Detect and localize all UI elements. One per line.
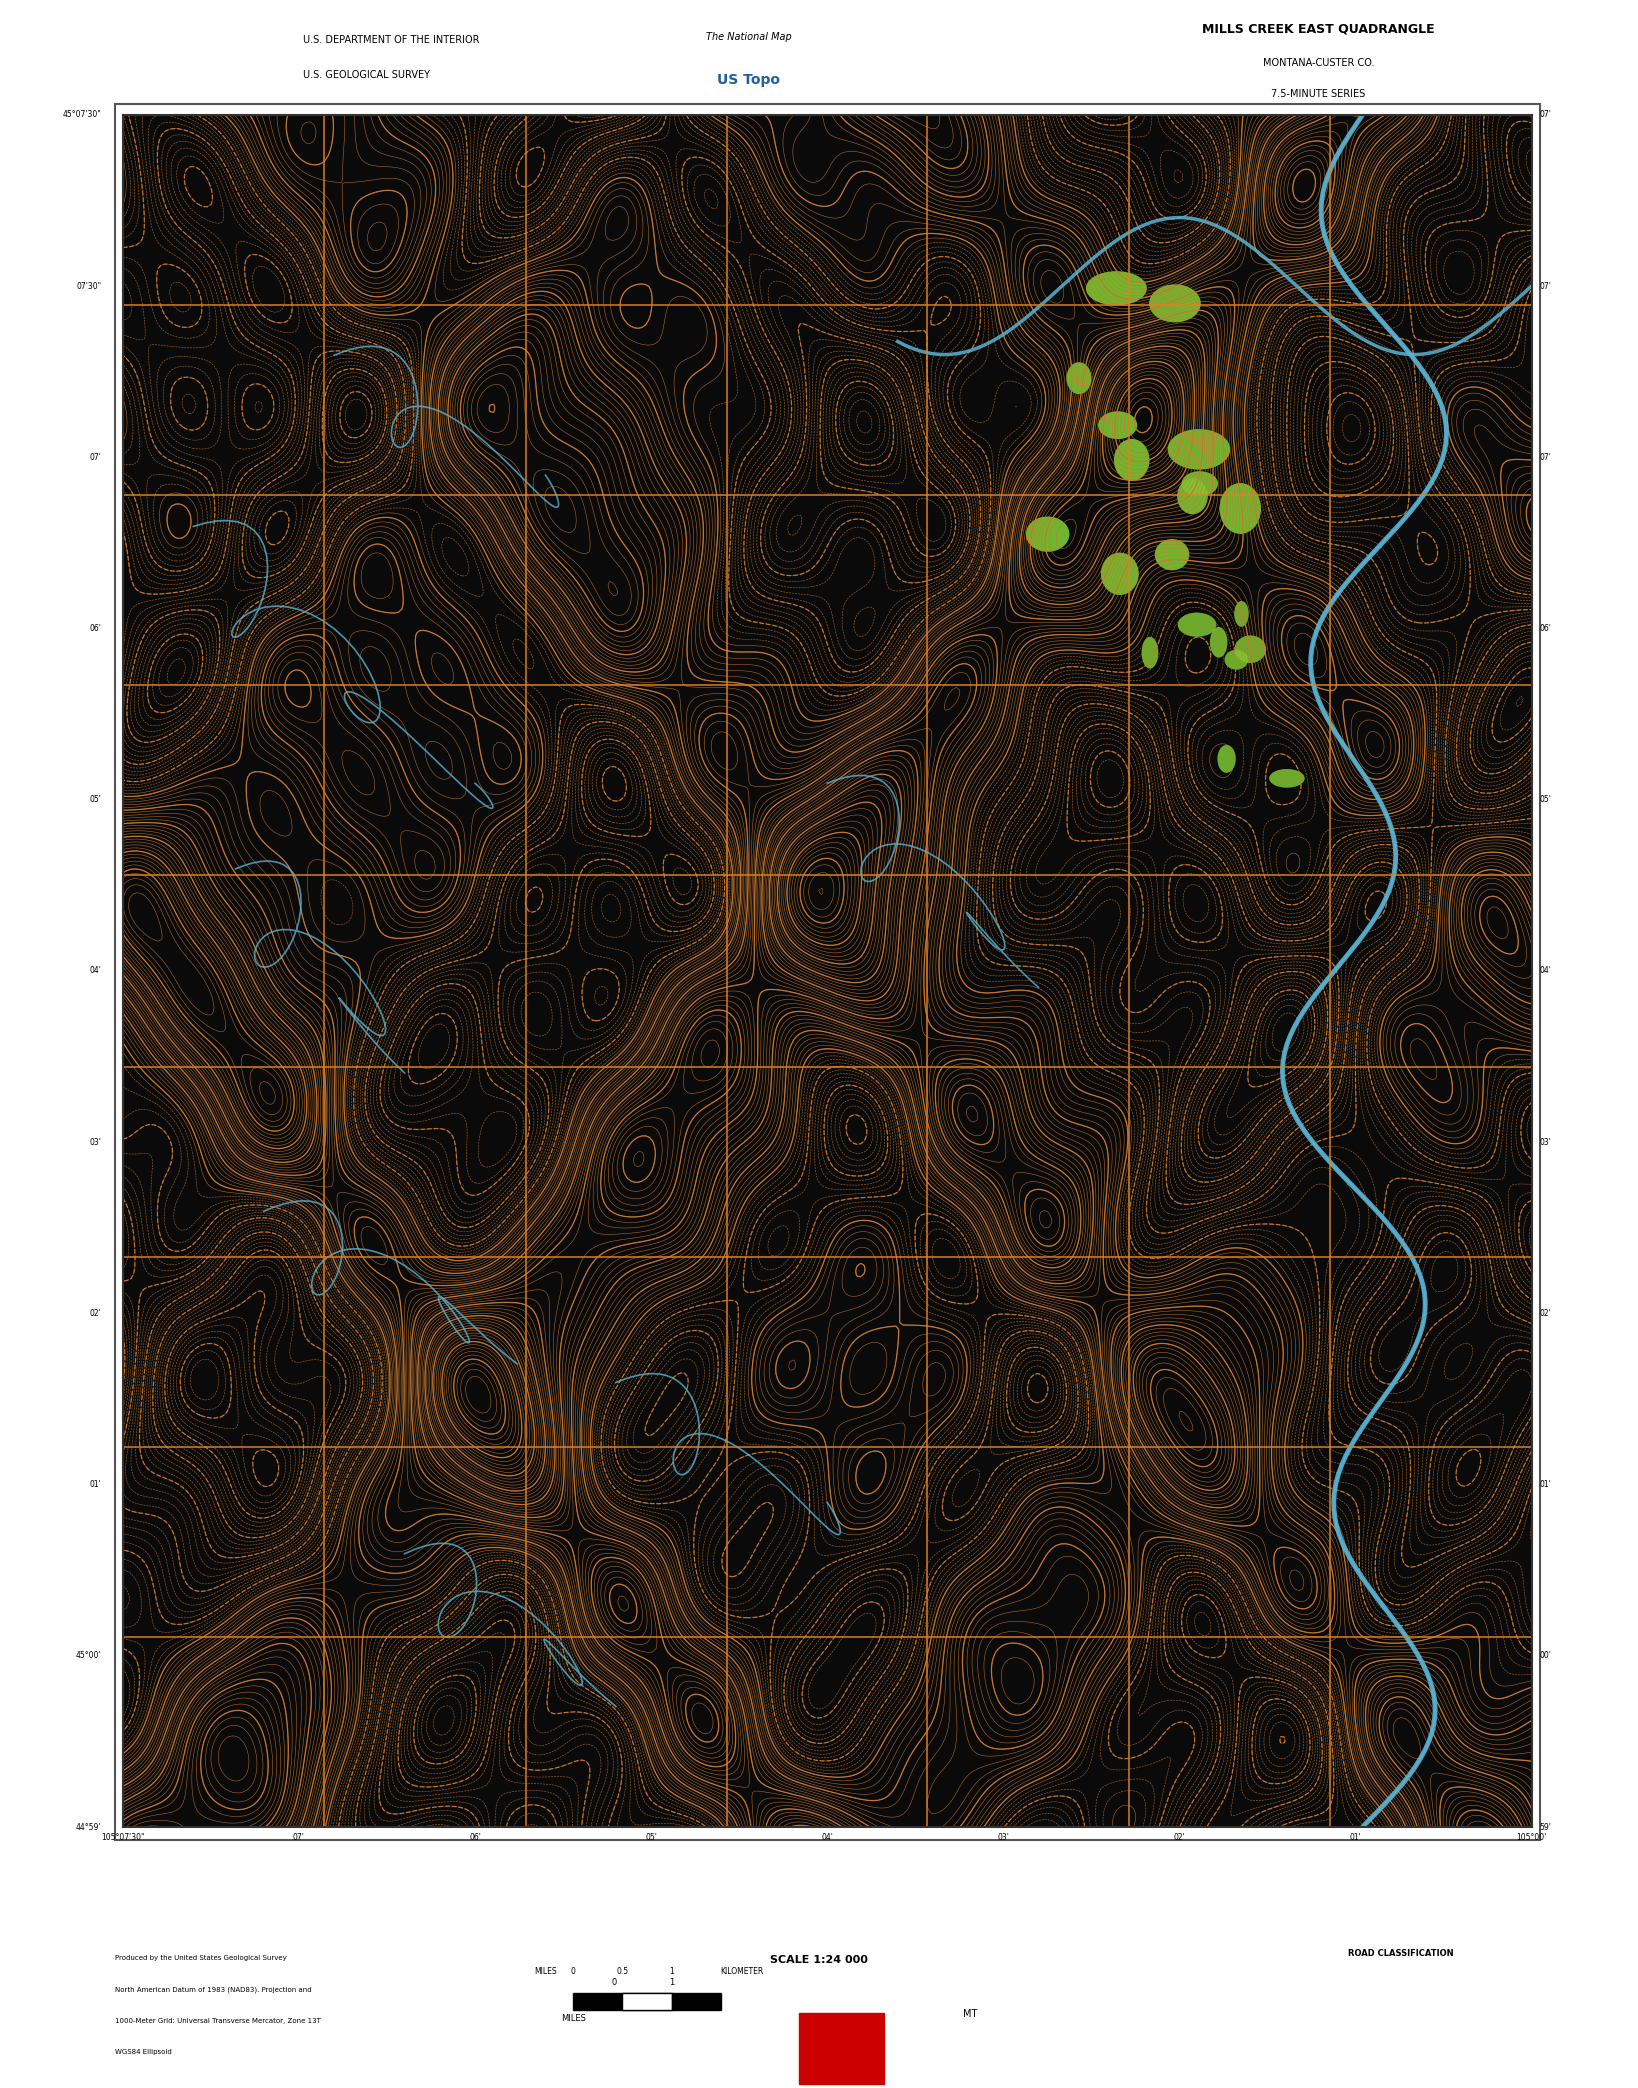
Bar xyxy=(799,2013,883,2084)
Text: 45°00': 45°00' xyxy=(75,1652,102,1660)
Ellipse shape xyxy=(1097,411,1137,438)
Ellipse shape xyxy=(1220,482,1261,535)
Text: 06': 06' xyxy=(1540,624,1551,633)
Text: 07': 07' xyxy=(1540,111,1551,119)
Text: The National Map: The National Map xyxy=(706,31,791,42)
Ellipse shape xyxy=(1101,553,1138,595)
Text: MILLS CREEK EAST QUADRANGLE: MILLS CREEK EAST QUADRANGLE xyxy=(1202,23,1435,35)
Bar xyxy=(622,1994,672,2009)
Text: 01': 01' xyxy=(90,1480,102,1489)
Text: science for a changing world: science for a changing world xyxy=(149,84,228,90)
Bar xyxy=(573,1994,672,2009)
Ellipse shape xyxy=(1181,472,1219,497)
Ellipse shape xyxy=(1178,612,1217,637)
Text: 05': 05' xyxy=(645,1833,657,1842)
Text: 04': 04' xyxy=(1540,967,1551,975)
Ellipse shape xyxy=(1225,649,1248,670)
Text: KILOMETER: KILOMETER xyxy=(721,1967,763,1975)
Text: 1: 1 xyxy=(668,1977,675,1986)
Text: U.S. GEOLOGICAL SURVEY: U.S. GEOLOGICAL SURVEY xyxy=(303,69,431,79)
Text: 1000-Meter Grid: Universal Transverse Mercator, Zone 13T: 1000-Meter Grid: Universal Transverse Me… xyxy=(115,2017,321,2023)
Ellipse shape xyxy=(1178,478,1207,514)
Text: ROAD CLASSIFICATION: ROAD CLASSIFICATION xyxy=(1348,1948,1453,1959)
Text: 03': 03' xyxy=(1540,1138,1551,1146)
Ellipse shape xyxy=(1114,438,1150,480)
Text: 03': 03' xyxy=(998,1833,1009,1842)
Text: 04': 04' xyxy=(90,967,102,975)
Text: MT: MT xyxy=(963,2009,978,2019)
Text: 7.5-MINUTE SERIES: 7.5-MINUTE SERIES xyxy=(1271,90,1366,98)
Text: 1: 1 xyxy=(670,1967,673,1975)
Text: 0: 0 xyxy=(611,1977,618,1986)
Text: 06': 06' xyxy=(468,1833,482,1842)
Text: 45°07'30": 45°07'30" xyxy=(62,111,102,119)
Ellipse shape xyxy=(1269,768,1305,787)
Text: 0: 0 xyxy=(572,1967,575,1975)
Text: 04': 04' xyxy=(821,1833,834,1842)
Ellipse shape xyxy=(1235,635,1266,664)
Text: Produced by the United States Geological Survey: Produced by the United States Geological… xyxy=(115,1954,287,1961)
Text: 105°07'30": 105°07'30" xyxy=(102,1833,144,1842)
Text: 05': 05' xyxy=(90,796,102,804)
Text: 07': 07' xyxy=(90,453,102,461)
Text: 01': 01' xyxy=(1350,1833,1361,1842)
Bar xyxy=(672,1994,721,2009)
Text: 07': 07' xyxy=(293,1833,305,1842)
Text: US Topo: US Topo xyxy=(717,73,780,88)
Text: 59': 59' xyxy=(1540,1823,1551,1831)
Text: North American Datum of 1983 (NAD83). Projection and: North American Datum of 1983 (NAD83). Pr… xyxy=(115,1986,311,1992)
Text: SCALE 1:24 000: SCALE 1:24 000 xyxy=(770,1954,868,1965)
Ellipse shape xyxy=(1025,516,1070,551)
Ellipse shape xyxy=(1066,361,1091,395)
Text: 07': 07' xyxy=(1540,282,1551,290)
Bar xyxy=(115,104,1540,1840)
Text: 06': 06' xyxy=(90,624,102,633)
Text: USGS: USGS xyxy=(167,44,210,58)
Text: 07'30": 07'30" xyxy=(77,282,102,290)
Ellipse shape xyxy=(1142,637,1158,668)
Text: 03': 03' xyxy=(90,1138,102,1146)
Text: 02': 02' xyxy=(1173,1833,1186,1842)
Ellipse shape xyxy=(1233,601,1248,626)
Text: 44°59': 44°59' xyxy=(75,1823,102,1831)
Text: MILES: MILES xyxy=(534,1967,557,1975)
Text: U.S. DEPARTMENT OF THE INTERIOR: U.S. DEPARTMENT OF THE INTERIOR xyxy=(303,35,480,46)
Ellipse shape xyxy=(1217,745,1235,773)
Text: MONTANA-CUSTER CO.: MONTANA-CUSTER CO. xyxy=(1263,58,1374,69)
Ellipse shape xyxy=(1150,284,1201,322)
Text: 02': 02' xyxy=(1540,1309,1551,1318)
Text: 01': 01' xyxy=(1540,1480,1551,1489)
Text: 105°00': 105°00' xyxy=(1517,1833,1546,1842)
Text: WGS84 Ellipsoid: WGS84 Ellipsoid xyxy=(115,2048,172,2055)
Ellipse shape xyxy=(1086,271,1147,305)
Text: MILES: MILES xyxy=(560,2013,586,2023)
Ellipse shape xyxy=(1168,428,1230,470)
Ellipse shape xyxy=(1155,539,1189,570)
Text: 00': 00' xyxy=(1540,1652,1551,1660)
Text: 05': 05' xyxy=(1540,796,1551,804)
Text: 02': 02' xyxy=(90,1309,102,1318)
Text: 0.5: 0.5 xyxy=(616,1967,629,1975)
Ellipse shape xyxy=(1210,626,1227,658)
Text: 07': 07' xyxy=(1540,453,1551,461)
